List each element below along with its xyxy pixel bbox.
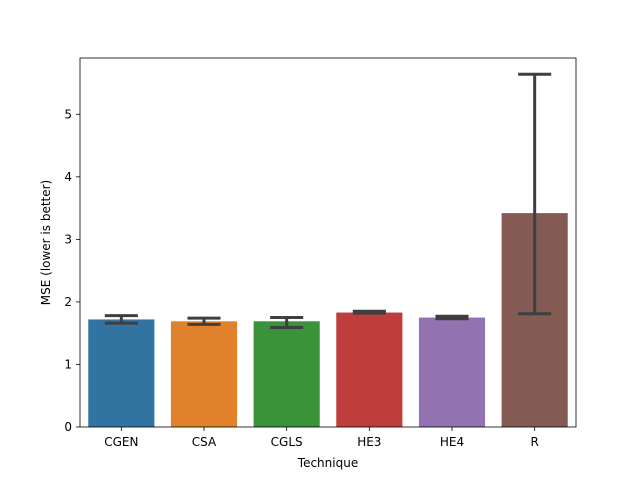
y-tick-label-5: 5 [64, 107, 72, 121]
x-tick-label-cgls: CGLS [271, 435, 303, 449]
y-tick-label-0: 0 [64, 420, 72, 434]
x-tick-label-he3: HE3 [357, 435, 381, 449]
y-tick-label-3: 3 [64, 232, 72, 246]
axes-layer: CGEN CSA CGLS HE3 HE4 R 0 1 2 3 4 5 [64, 57, 577, 449]
error-bars-layer [104, 72, 552, 330]
y-tick-label-4: 4 [64, 170, 72, 184]
y-tick-label-2: 2 [64, 295, 72, 309]
x-tick-label-csa: CSA [192, 435, 217, 449]
bars-layer [88, 213, 568, 427]
x-tick-label-he4: HE4 [440, 435, 464, 449]
x-axis-label: Technique [297, 456, 358, 470]
bar-cgls [253, 321, 320, 427]
bar-he3 [336, 312, 403, 427]
y-tick-label-1: 1 [64, 357, 72, 371]
bar-csa [170, 321, 238, 427]
y-axis-label: MSE (lower is better) [39, 180, 53, 305]
x-tick-label-cgen: CGEN [104, 435, 138, 449]
x-tick-label-r: R [530, 435, 538, 449]
bar-cgen [88, 319, 155, 427]
bar-he4 [418, 317, 486, 427]
plot-frame [79, 57, 577, 428]
